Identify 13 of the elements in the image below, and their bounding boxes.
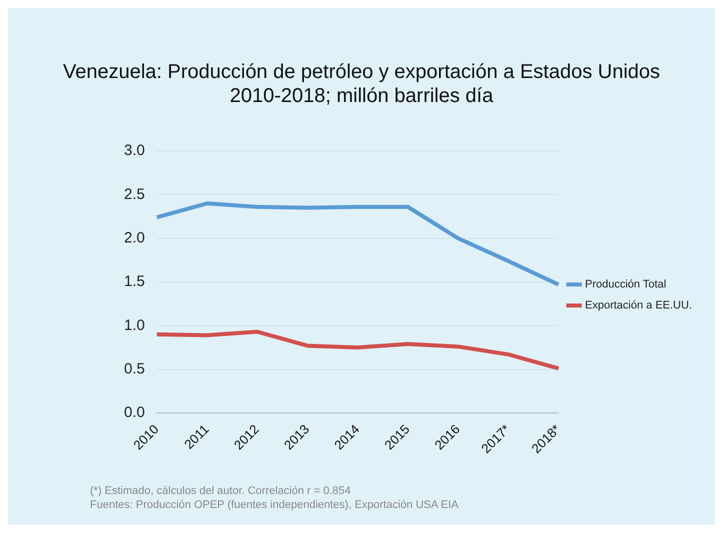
y-tick-label: 2.5 [124, 186, 145, 203]
y-tick-label: 2.0 [124, 229, 145, 246]
y-tick-label: 1.5 [124, 273, 145, 290]
chart-subtitle: 2010-2018; millón barriles día [228, 84, 494, 108]
legend-label: Exportación a EE.UU. [585, 300, 692, 312]
source-note: Fuentes: Producción OPEP (fuentes independientes), Exportación USA EIA [90, 498, 459, 512]
y-tick-label: 3.0 [124, 142, 145, 160]
legend-label: Producción Total [585, 278, 666, 291]
chart-title: Venezuela: Producción de petróleo y exportación a Estados Unidos [62, 60, 662, 84]
y-tick-label: 0.5 [124, 360, 145, 378]
text: (*) Estimado, cálculos del autor. Correlación r = 0.854 [90, 484, 352, 498]
y-tick-label: 0.0 [124, 404, 145, 422]
y-tick-label: 1.0 [124, 316, 145, 334]
